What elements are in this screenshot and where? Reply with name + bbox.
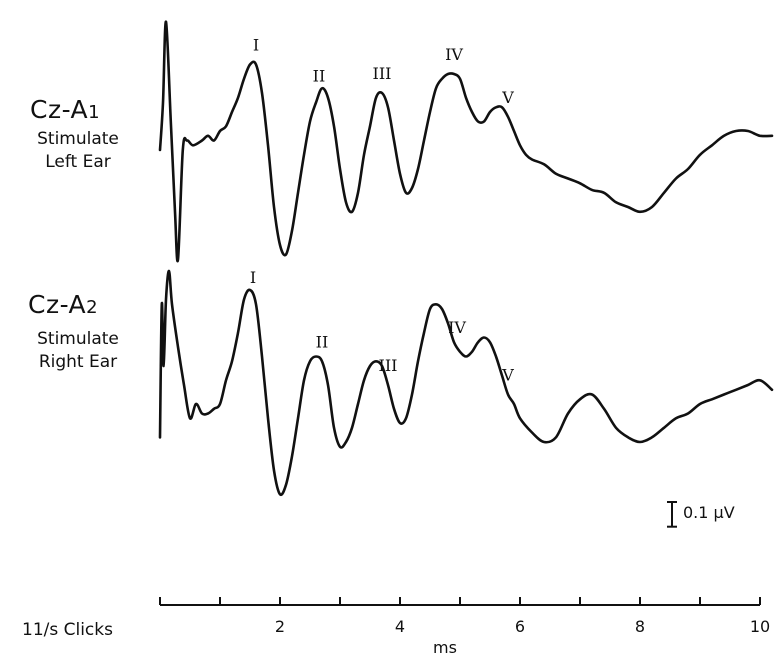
waveform-traces: [158, 20, 774, 497]
axis-tick-label: 6: [515, 617, 525, 636]
peak-label-i-trace-1: I: [253, 36, 259, 55]
peak-label-iii-trace-2: III: [379, 356, 398, 375]
lead-label-top-main: Cz-A: [30, 95, 89, 124]
axis-left-label: 11/s Clicks: [22, 620, 113, 640]
lead-label-top-subscript: 1: [88, 102, 101, 123]
lead-label-bottom-main: Cz-A: [28, 290, 87, 319]
stimulus-label-bottom-line2: Right Ear: [38, 352, 118, 372]
axis-tick-label: 8: [635, 617, 645, 636]
peak-label-ii-trace-2: II: [316, 332, 329, 351]
axis-tick-label: 4: [395, 617, 405, 636]
lead-label-bottom-subscript: 2: [86, 297, 99, 318]
stimulus-label-top: Stimulate Left Ear: [18, 128, 138, 174]
stimulus-label-top-line2: Left Ear: [45, 152, 111, 172]
peak-label-v-trace-2: V: [501, 366, 514, 385]
peak-label-iv-trace-1: IV: [445, 45, 463, 64]
peak-label-i-trace-2: I: [250, 268, 256, 287]
axis-xlabel: ms: [433, 638, 457, 656]
stimulus-label-top-line1: Stimulate: [37, 129, 119, 149]
lead-label-top: Cz-A1: [30, 95, 100, 124]
peak-label-iii-trace-1: III: [373, 64, 392, 83]
waveform-trace-right-ear: [158, 269, 774, 497]
waveform-trace-left-ear: [158, 20, 774, 263]
scale-bar: [667, 501, 677, 528]
stimulus-label-bottom-line1: Stimulate: [37, 329, 119, 349]
axis-tick-label: 2: [275, 617, 285, 636]
time-axis: 2 4 6 8 10 ms: [159, 597, 770, 656]
peak-label-v-trace-1: V: [501, 88, 514, 107]
lead-label-bottom: Cz-A2: [28, 290, 98, 319]
scale-bar-label: 0.1 μV: [683, 503, 735, 522]
stimulus-label-bottom: Stimulate Right Ear: [14, 328, 142, 374]
peak-label-ii-trace-1: II: [313, 66, 326, 85]
peak-label-iv-trace-2: IV: [448, 318, 466, 337]
axis-tick-label: 10: [750, 617, 770, 636]
